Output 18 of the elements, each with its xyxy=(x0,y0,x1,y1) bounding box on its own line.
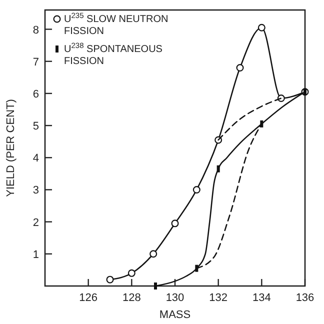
x-axis-title: MASS xyxy=(159,309,191,321)
x-tick-label: 134 xyxy=(252,292,271,304)
x-tick-label: 132 xyxy=(209,292,228,304)
y-axis-title: YIELD (PER CENT) xyxy=(5,99,17,197)
x-tick-label: 128 xyxy=(122,292,141,304)
y-tick-label: 5 xyxy=(32,120,39,133)
x-tick-label: 136 xyxy=(296,292,314,304)
y-tick-label: 3 xyxy=(32,184,39,197)
x-tick-label: 126 xyxy=(79,292,98,304)
y-tick-label: 7 xyxy=(32,56,39,68)
y-tick-label: 2 xyxy=(32,216,39,229)
x-tick-label: 130 xyxy=(166,292,184,304)
y-tick-label: 1 xyxy=(32,248,39,261)
legend-label: U$^{235}$ SLOW NEUTRON FISSION xyxy=(64,10,168,37)
y-tick-label: 4 xyxy=(32,152,39,165)
y-tick-label: 8 xyxy=(32,24,39,36)
legend-label: U$^{238}$ SPONTANEOUS FISSION xyxy=(64,40,163,67)
y-tick-label: 6 xyxy=(32,88,39,100)
